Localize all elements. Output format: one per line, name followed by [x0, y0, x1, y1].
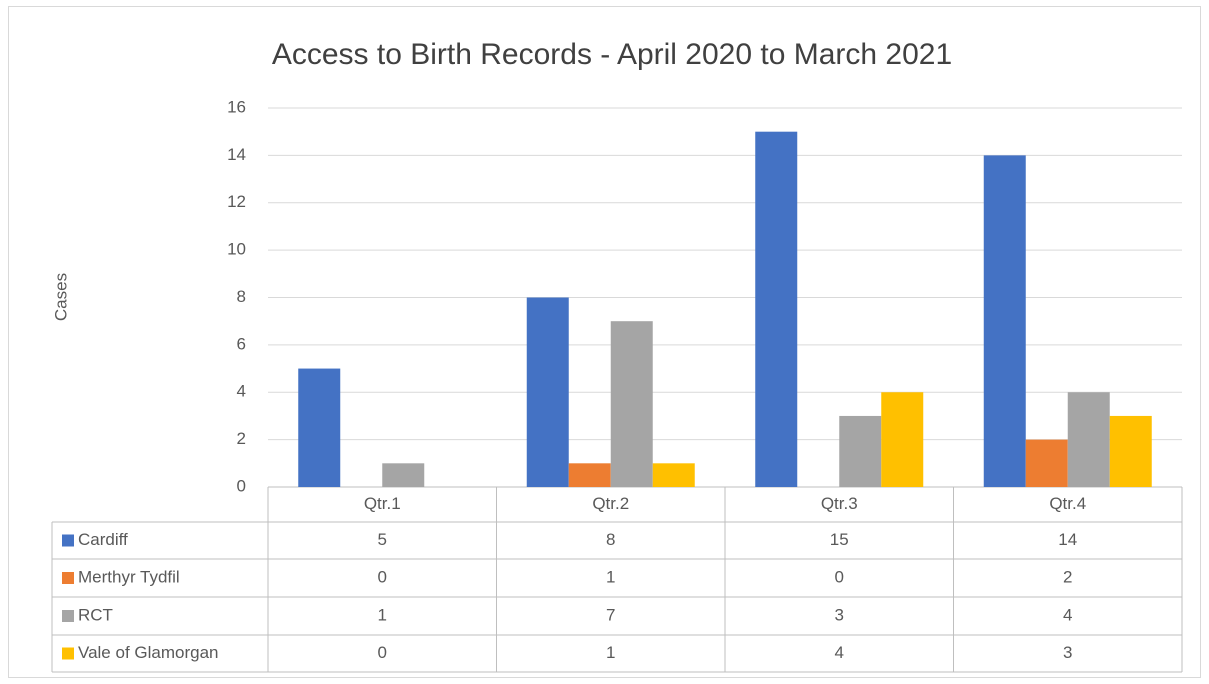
legend-label: Vale of Glamorgan: [78, 643, 218, 662]
x-tick-label: Qtr.4: [1049, 494, 1086, 513]
x-tick-label: Qtr.2: [592, 494, 629, 513]
bar: [568, 463, 611, 487]
chart-title: Access to Birth Records - April 2020 to …: [272, 38, 952, 71]
y-tick-label: 12: [227, 192, 246, 211]
x-tick-label: Qtr.3: [821, 494, 858, 513]
bar: [755, 131, 798, 487]
table-value: 3: [835, 605, 844, 624]
y-axis-label: Cases: [51, 273, 70, 321]
y-tick-label: 2: [237, 429, 246, 448]
table-value: 2: [1063, 567, 1072, 586]
table-value: 1: [606, 643, 615, 662]
table-value: 8: [606, 530, 615, 549]
table-value: 5: [378, 530, 387, 549]
bar: [298, 368, 341, 487]
y-tick-label: 6: [237, 334, 246, 353]
legend-swatch: [62, 572, 74, 584]
bar: [881, 392, 924, 487]
legend-label: RCT: [78, 605, 113, 624]
table-value: 0: [835, 567, 844, 586]
legend-swatch: [62, 534, 74, 547]
y-tick-label: 8: [237, 287, 246, 306]
y-tick-label: 14: [227, 145, 246, 164]
bar: [1025, 439, 1068, 487]
table-value: 7: [606, 605, 615, 624]
bar: [652, 463, 695, 487]
legend-swatch: [62, 647, 74, 660]
y-tick-label: 10: [227, 240, 246, 259]
bar: [983, 155, 1026, 487]
x-tick-label: Qtr.1: [364, 494, 401, 513]
bar: [526, 297, 569, 487]
table-value: 14: [1058, 530, 1077, 549]
table-value: 4: [835, 643, 844, 662]
bar: [839, 415, 882, 487]
bar: [1109, 415, 1152, 487]
table-value: 4: [1063, 605, 1072, 624]
bar: [610, 321, 653, 487]
table-value: 15: [830, 530, 849, 549]
table-value: 1: [378, 605, 387, 624]
table-value: 0: [378, 643, 387, 662]
y-tick-label: 0: [237, 476, 246, 495]
legend-label: Merthyr Tydfil: [78, 567, 180, 586]
y-tick-label: 16: [227, 97, 246, 116]
bar: [1067, 392, 1110, 487]
table-value: 3: [1063, 643, 1072, 662]
bar: [382, 463, 425, 487]
table-value: 0: [378, 567, 387, 586]
table-value: 1: [606, 567, 615, 586]
legend-swatch: [62, 610, 74, 622]
legend-label: Cardiff: [78, 530, 128, 549]
y-tick-label: 4: [237, 382, 246, 401]
